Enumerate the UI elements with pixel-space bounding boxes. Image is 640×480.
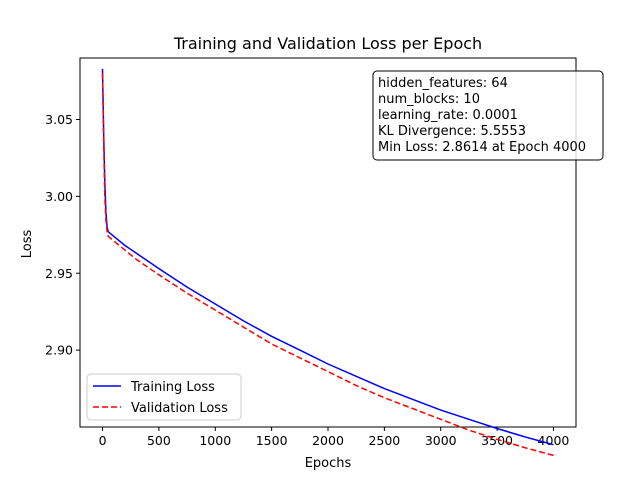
info-box-frame xyxy=(372,70,604,161)
validation-loss-line xyxy=(101,73,554,457)
legend-frame xyxy=(86,373,242,421)
x-tick-label: 1000 xyxy=(199,433,231,448)
legend: Training Loss Validation Loss xyxy=(86,373,242,421)
y-tick-label: 2.95 xyxy=(45,266,73,281)
x-tick-label: 0 xyxy=(99,433,107,448)
x-tick-label: 4000 xyxy=(538,433,570,448)
legend-label-training: Training Loss xyxy=(130,380,215,395)
legend-label-validation: Validation Loss xyxy=(131,401,228,416)
hyperparameter-info-box: hidden_features: 64 num_blocks: 10 learn… xyxy=(372,70,604,161)
x-tick-label: 1500 xyxy=(256,433,288,448)
y-tick-label: 3.00 xyxy=(45,189,73,204)
info-line-min-loss: Min Loss: 2.8614 at Epoch 4000 xyxy=(378,140,586,155)
info-line-num-blocks: num_blocks: 10 xyxy=(378,92,480,107)
x-axis-label: Epochs xyxy=(305,456,352,471)
series-layer xyxy=(101,68,554,457)
x-tick-label: 2000 xyxy=(312,433,344,448)
x-tick-label: 3500 xyxy=(481,433,513,448)
info-line-kl-divergence: KL Divergence: 5.5553 xyxy=(378,124,526,139)
info-line-learning-rate: learning_rate: 0.0001 xyxy=(378,108,518,123)
x-tick-label: 3000 xyxy=(425,433,457,448)
y-axis: 2.90 2.95 3.00 3.05 xyxy=(45,112,80,358)
y-axis-label: Loss xyxy=(20,230,35,259)
info-line-hidden-features: hidden_features: 64 xyxy=(378,76,508,91)
y-tick-label: 2.90 xyxy=(45,343,73,358)
x-tick-label: 500 xyxy=(147,433,171,448)
y-tick-label: 3.05 xyxy=(45,112,73,127)
x-tick-label: 2500 xyxy=(368,433,400,448)
x-axis: 0 500 1000 1500 2000 2500 3000 3500 4000 xyxy=(99,427,570,448)
chart-title: Training and Validation Loss per Epoch xyxy=(173,34,482,53)
